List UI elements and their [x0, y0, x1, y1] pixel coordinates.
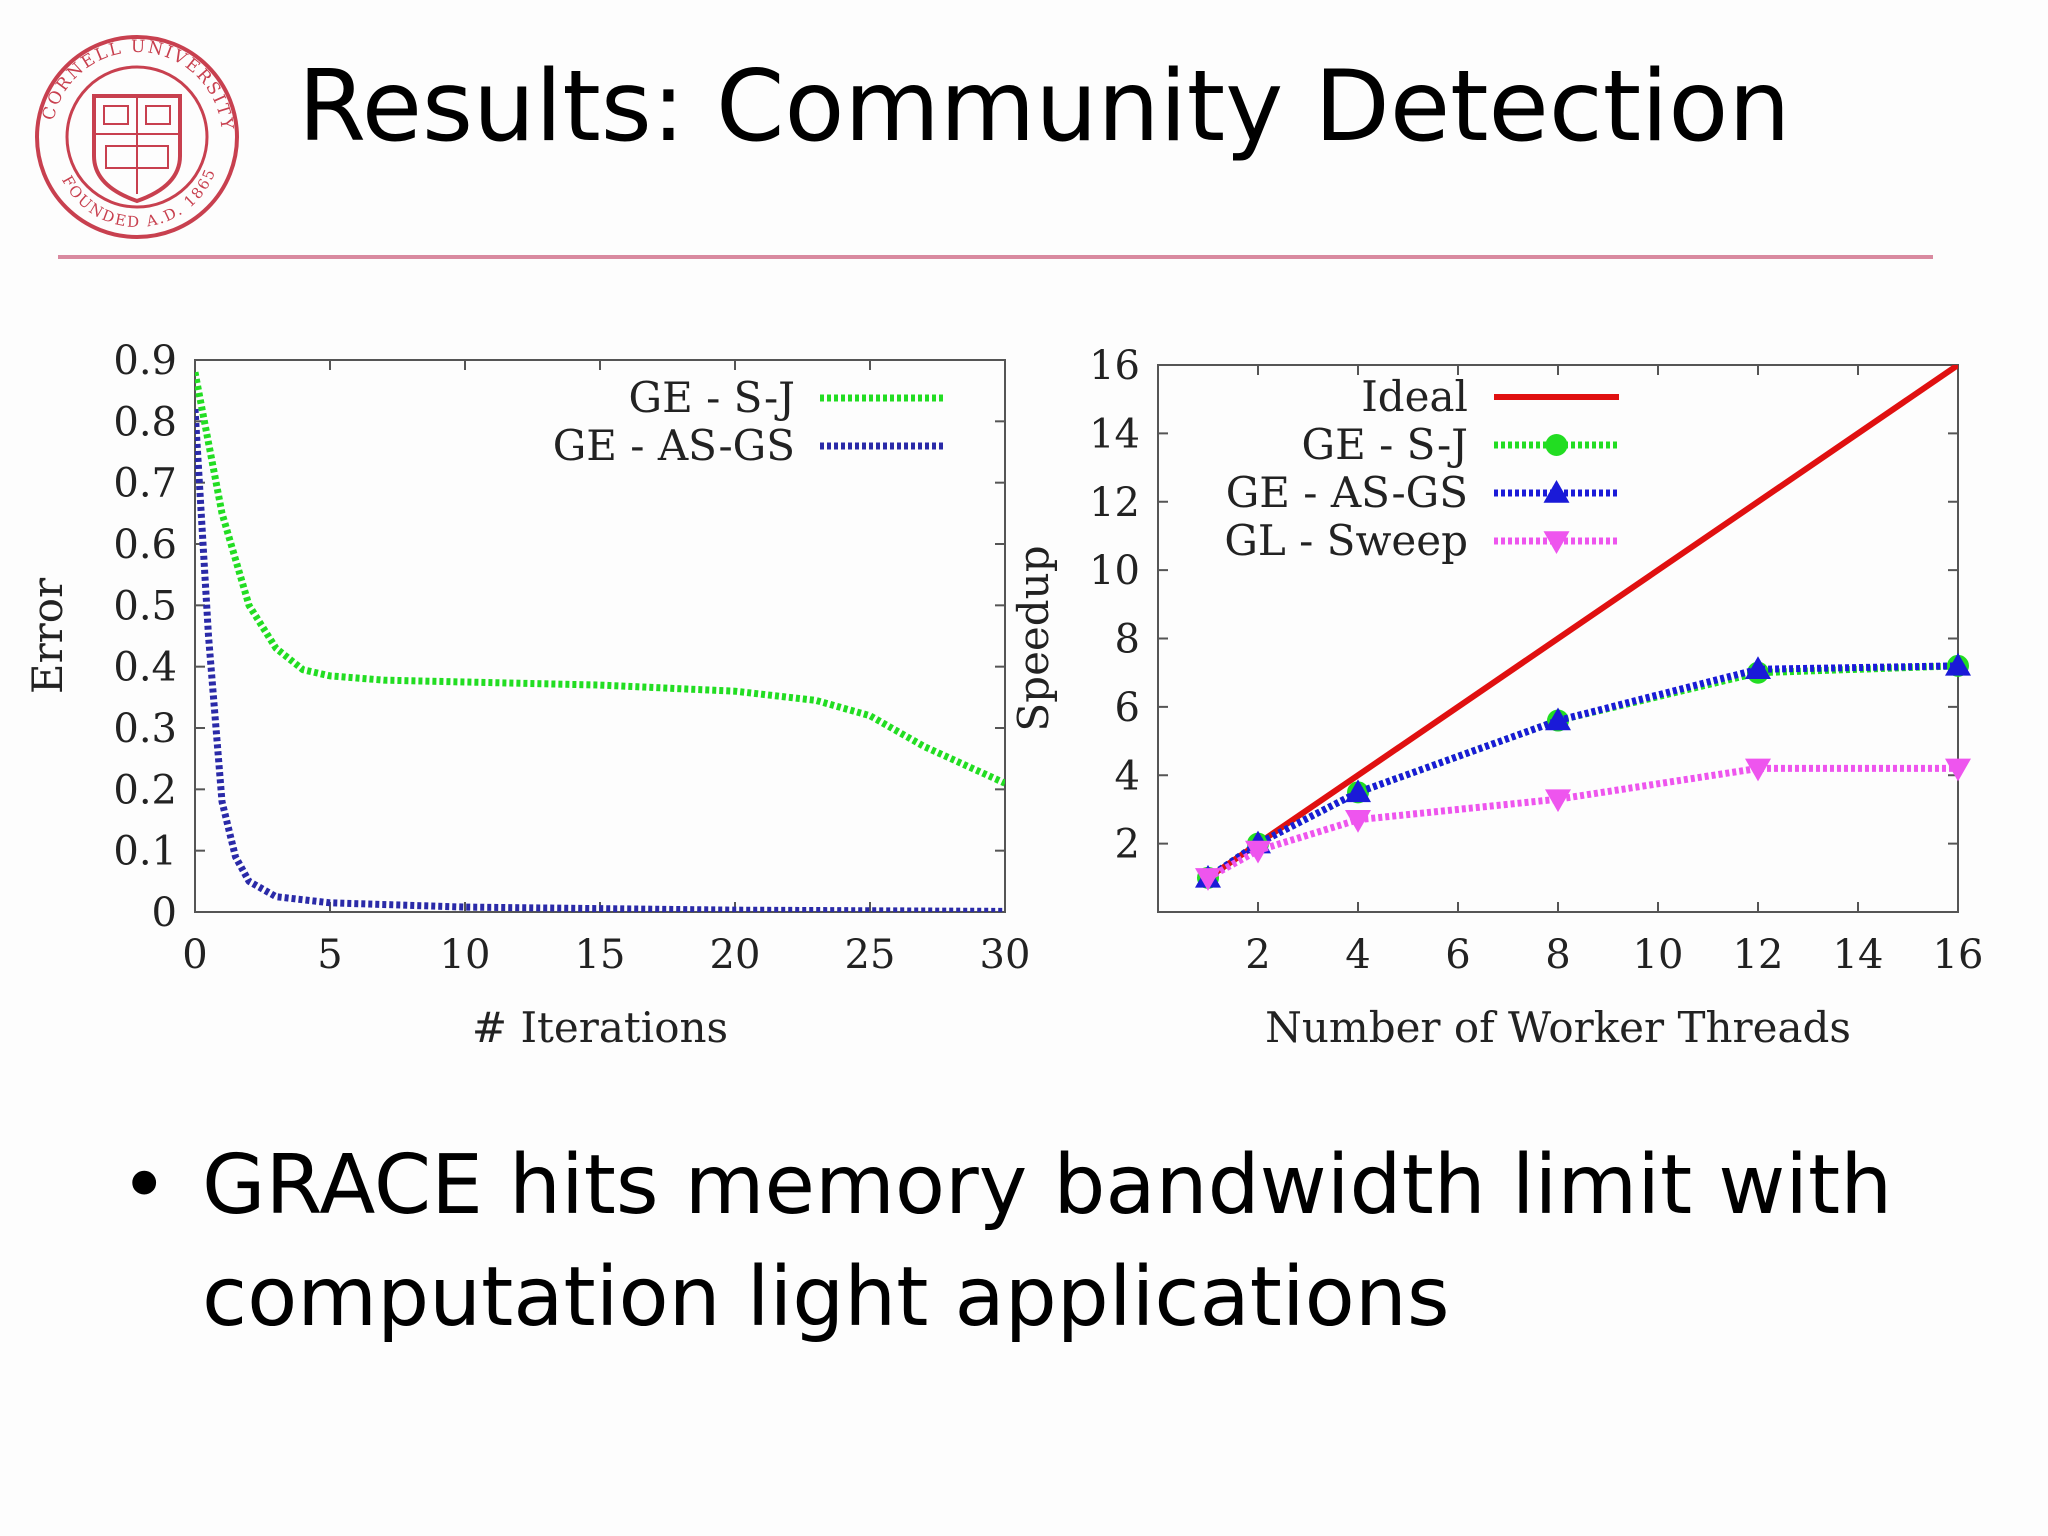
series-0 — [195, 371, 1005, 787]
series-line — [1206, 764, 1958, 881]
x-tick-label: 15 — [575, 932, 626, 978]
y-tick-label: 14 — [1089, 411, 1140, 457]
error-chart-svg: 0 5 10 15 20 25 30 0 0.1 0.2 0.3 0.4 0.5 0.6 0.7 0.8 0.9… — [23, 338, 1030, 1052]
slide-title: Results: Community Detection — [298, 50, 1791, 164]
y-tick-label: 4 — [1115, 753, 1140, 799]
legend-label: GE - S-J — [1302, 420, 1468, 469]
data-point — [1345, 779, 1371, 803]
data-point — [1545, 789, 1571, 813]
x-tick-label: 12 — [1733, 932, 1784, 978]
x-tick-label: 10 — [1633, 932, 1684, 978]
x-tick-label: 14 — [1833, 932, 1884, 978]
x-tick-label: 2 — [1245, 932, 1270, 978]
data-point — [1345, 809, 1371, 833]
data-point — [1945, 758, 1971, 782]
legend-label: GE - AS-GS — [1226, 468, 1468, 517]
legend: GE - S-JGE - AS-GS — [553, 373, 945, 470]
error-vs-iterations-chart: 0 5 10 15 20 25 30 0 0.1 0.2 0.3 0.4 0.5 0.6 0.7 0.8 0.9… — [20, 320, 1030, 1052]
x-axis-label: Number of Worker Threads — [1265, 1003, 1851, 1052]
y-tick-label: 6 — [1115, 685, 1140, 731]
series-line — [1206, 365, 1958, 881]
data-point — [1545, 707, 1571, 731]
legend-marker — [1545, 434, 1568, 456]
x-tick-label: 4 — [1345, 932, 1370, 978]
y-tick-label: 10 — [1089, 548, 1140, 594]
y-tick-label: 0.2 — [113, 767, 177, 813]
cornell-logo: CORNELL UNIVERSITY FOUNDED A.D. 1865 — [35, 35, 239, 239]
x-tick-label: 10 — [440, 932, 491, 978]
data-point — [1945, 652, 1971, 676]
legend-label: GE - S-J — [629, 373, 795, 422]
x-tick-label: 5 — [317, 932, 342, 978]
y-tick-label: 8 — [1115, 617, 1140, 663]
speedup-chart-svg: 2 4 6 8 10 12 14 16 2 4 6 8 10 12 14 16 Number of Worker… — [1009, 343, 1984, 1052]
x-axis-label: # Iterations — [472, 1003, 728, 1052]
legend-marker — [1543, 480, 1570, 503]
series-3 — [1206, 764, 1958, 881]
y-tick-label: 16 — [1089, 343, 1140, 389]
y-axis-label: Error — [23, 577, 72, 694]
series-1 — [195, 408, 1005, 912]
x-tick-label: 0 — [182, 932, 207, 978]
y-tick-label: 0.6 — [113, 522, 177, 568]
x-tick-label: 8 — [1545, 932, 1570, 978]
x-tick-label: 30 — [980, 932, 1031, 978]
y-tick-label: 0.3 — [113, 706, 177, 752]
y-tick-label: 0.8 — [113, 399, 177, 445]
y-tick-label: 0.9 — [113, 338, 177, 384]
legend-marker — [1543, 531, 1570, 554]
y-tick-label: 12 — [1089, 480, 1140, 526]
y-tick-label: 0 — [152, 890, 177, 936]
bullet-text: GRACE hits memory bandwidth limit with c… — [202, 1138, 1893, 1345]
data-point — [1745, 758, 1771, 782]
title-divider — [58, 255, 1933, 259]
legend-label: Ideal — [1361, 372, 1468, 421]
x-tick-label: 6 — [1445, 932, 1470, 978]
x-tick-label: 25 — [845, 932, 896, 978]
series-line — [195, 371, 1005, 787]
data-point — [1195, 868, 1221, 891]
y-axis-label: Speedup — [1009, 545, 1058, 731]
speedup-vs-threads-chart: 2 4 6 8 10 12 14 16 2 4 6 8 10 12 14 16 Number of Worker… — [990, 320, 2030, 1052]
series-0 — [1206, 365, 1958, 881]
series-line — [195, 408, 1005, 912]
y-tick-label: 0.1 — [113, 829, 177, 875]
data-point — [1745, 656, 1771, 680]
y-tick-label: 2 — [1115, 822, 1140, 868]
bullet-point: • GRACE hits memory bandwidth limit with… — [120, 1130, 1940, 1354]
legend-label: GL - Sweep — [1224, 516, 1468, 565]
y-tick-label: 0.5 — [113, 583, 177, 629]
y-tick-label: 0.7 — [113, 461, 177, 507]
bullet-marker: • — [120, 1138, 169, 1233]
x-tick-label: 16 — [1933, 932, 1984, 978]
y-tick-label: 0.4 — [113, 645, 177, 691]
x-tick-label: 20 — [710, 932, 761, 978]
data-point — [1245, 840, 1271, 864]
series-markers-3 — [1195, 758, 1971, 891]
legend-label: GE - AS-GS — [553, 421, 795, 470]
